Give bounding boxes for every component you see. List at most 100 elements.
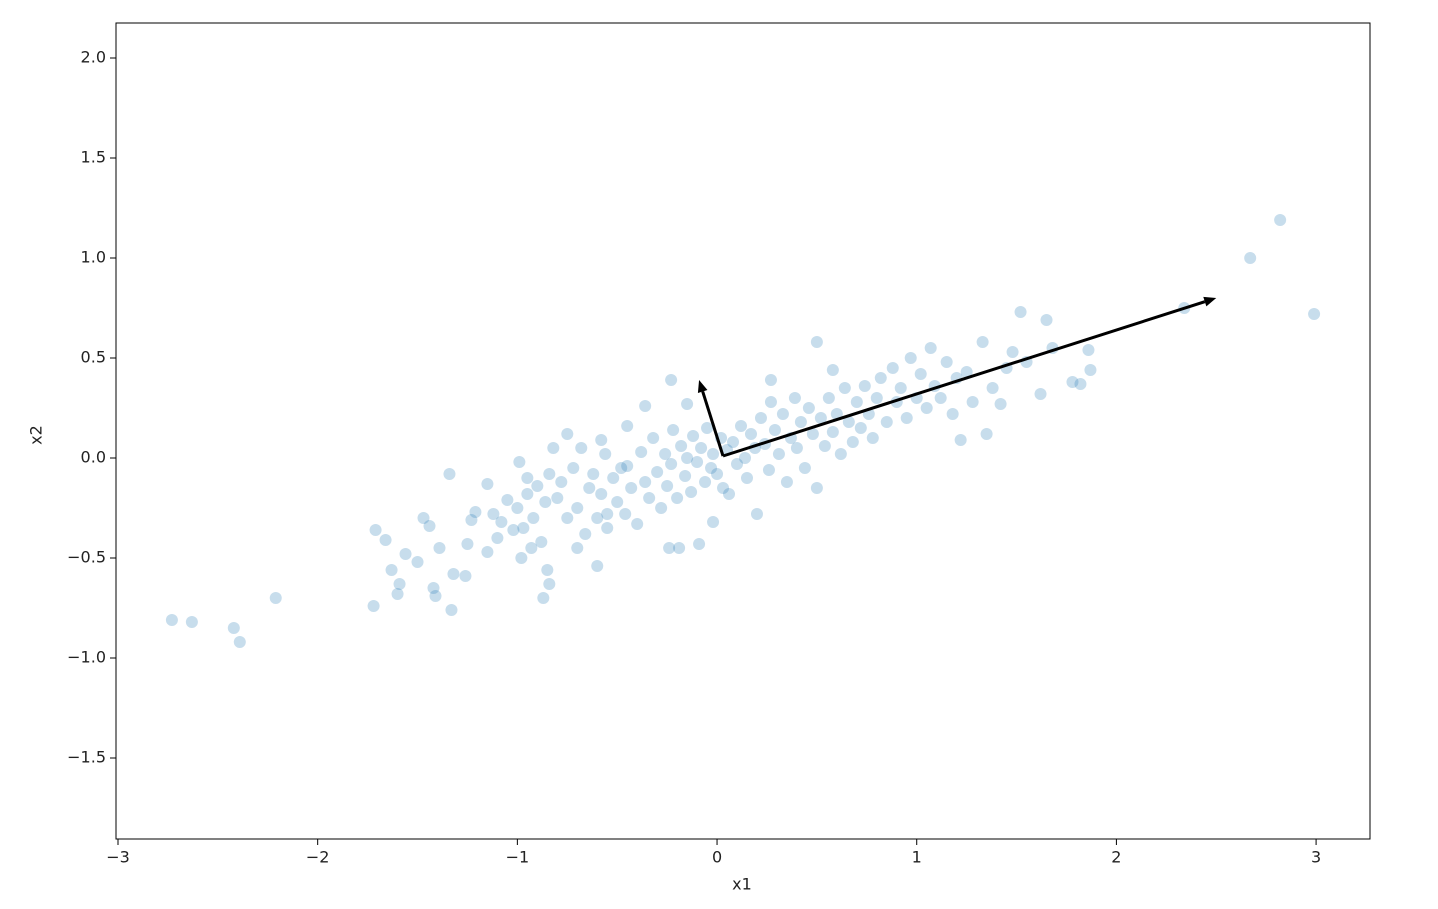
point [543, 468, 556, 480]
point [595, 488, 608, 500]
point [615, 462, 628, 474]
point [547, 442, 560, 454]
point [886, 362, 899, 374]
point [411, 556, 424, 568]
point [1034, 388, 1047, 400]
point [673, 542, 686, 554]
point [986, 382, 999, 394]
x-tick-label: −3 [106, 848, 130, 867]
point [780, 476, 793, 488]
point [701, 422, 714, 434]
point [707, 448, 720, 460]
x-tick-label: 1 [912, 848, 922, 867]
arrow-head [697, 380, 708, 393]
y-tick-label: −0.5 [67, 548, 106, 567]
point [423, 520, 436, 532]
point [465, 514, 478, 526]
point [798, 462, 811, 474]
point [269, 592, 282, 604]
x-tick-label: 3 [1311, 848, 1321, 867]
y-tick-label: −1.0 [67, 648, 106, 667]
point [561, 428, 574, 440]
point [904, 352, 917, 364]
point [369, 524, 382, 536]
point [924, 342, 937, 354]
point [385, 564, 398, 576]
point [810, 482, 823, 494]
point [693, 538, 706, 550]
point [846, 436, 859, 448]
point [850, 396, 863, 408]
arrow-head [1203, 296, 1217, 307]
point [727, 436, 740, 448]
point [433, 542, 446, 554]
point [794, 416, 807, 428]
point [954, 434, 967, 446]
plot-frame [115, 22, 1371, 840]
point [675, 440, 688, 452]
point [165, 614, 178, 626]
point [511, 502, 524, 514]
x-tick-label: −2 [306, 848, 330, 867]
point [806, 428, 819, 440]
point [870, 392, 883, 404]
point [575, 442, 588, 454]
y-tick-label: 1.0 [81, 248, 106, 267]
point [507, 524, 520, 536]
point [772, 448, 785, 460]
point [665, 374, 678, 386]
point [866, 432, 879, 444]
point [705, 462, 718, 474]
point [517, 522, 530, 534]
point [185, 616, 198, 628]
y-tick-label: 2.0 [81, 48, 106, 67]
x-tick-label: 0 [712, 848, 722, 867]
point [537, 592, 550, 604]
y-tick-label: 0.5 [81, 348, 106, 367]
y-tick-label: 1.5 [81, 148, 106, 167]
point [854, 422, 867, 434]
point [227, 622, 240, 634]
point [731, 458, 744, 470]
point [1082, 344, 1095, 356]
arrow-shaft [701, 390, 725, 457]
point [607, 472, 620, 484]
y-axis-label: x2 [27, 425, 46, 445]
point [1066, 376, 1079, 388]
point [826, 426, 839, 438]
point [940, 356, 953, 368]
point [826, 364, 839, 376]
point [691, 456, 704, 468]
x-tick-label: 2 [1111, 848, 1121, 867]
point [399, 548, 412, 560]
point [776, 408, 789, 420]
point [555, 476, 568, 488]
point [874, 372, 887, 384]
point [834, 448, 847, 460]
point [531, 480, 544, 492]
point [459, 570, 472, 582]
point [491, 532, 504, 544]
point [391, 588, 404, 600]
point [695, 442, 708, 454]
point [1074, 378, 1087, 390]
point [738, 452, 751, 464]
y-tick-label: −1.5 [67, 748, 106, 767]
point [601, 508, 614, 520]
point [469, 506, 482, 518]
point [481, 478, 494, 490]
point [814, 412, 827, 424]
point [543, 578, 556, 590]
point [679, 470, 692, 482]
point [625, 482, 638, 494]
point [934, 392, 947, 404]
point [621, 460, 634, 472]
point [966, 396, 979, 408]
point [1006, 346, 1019, 358]
point [579, 528, 592, 540]
point [521, 488, 534, 500]
point [591, 560, 604, 572]
point [830, 408, 843, 420]
point [665, 458, 678, 470]
